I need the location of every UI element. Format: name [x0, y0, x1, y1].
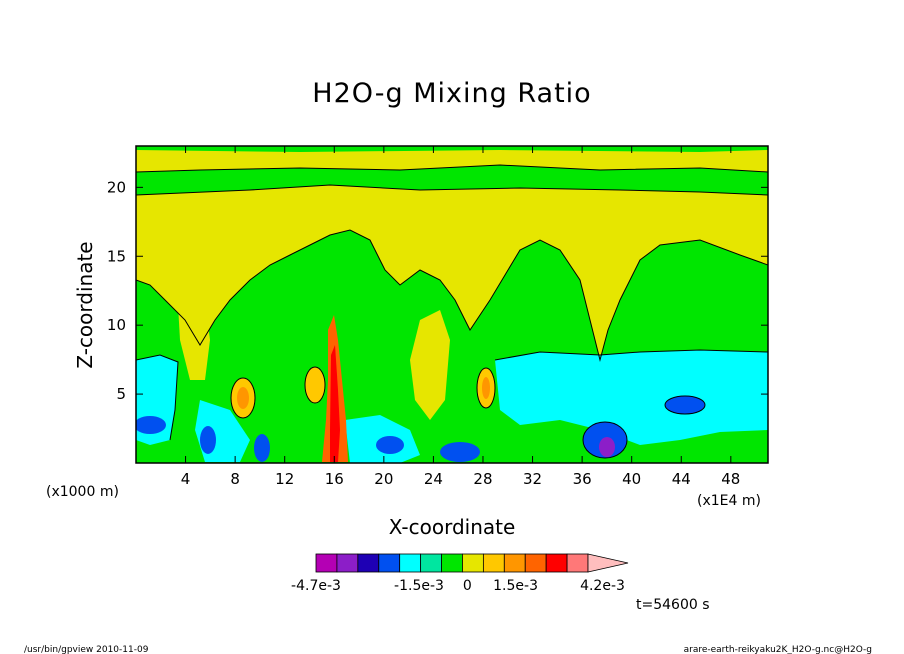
y-axis: 5 10 15 20	[107, 178, 768, 403]
contour-lines	[136, 164, 768, 459]
colorbar-extend-triangle	[587, 553, 629, 573]
field-region-top-yellow	[136, 150, 768, 172]
field-region-updraft-core	[330, 345, 340, 462]
colorbar-swatch	[441, 553, 463, 573]
colorbar-swatch	[378, 553, 401, 573]
y-axis-label: Z-coordinate	[73, 241, 97, 368]
field-region-yellow-column-left	[176, 265, 210, 380]
colorbar-swatch	[315, 553, 338, 573]
field-region-blue-3	[254, 434, 270, 462]
colorbar	[315, 553, 629, 573]
y-tick-label: 10	[107, 316, 126, 334]
chart-title: H2O-g Mixing Ratio	[312, 78, 591, 109]
x-tick-label: 16	[325, 470, 344, 488]
colorbar-swatch	[566, 553, 589, 573]
x-axis-label: X-coordinate	[389, 515, 516, 539]
field-region-blue-1	[136, 416, 166, 434]
colorbar-swatch	[399, 553, 422, 573]
colorbar-swatch	[357, 553, 380, 573]
x-tick-label: 24	[424, 470, 443, 488]
field-region-blue-4	[376, 436, 404, 454]
x-tick-label: 40	[622, 470, 641, 488]
x-tick-label: 8	[230, 470, 240, 488]
colorbar-tick-label: 1.5e-3	[493, 578, 538, 594]
x-axis: 4 8 12 16 20 24 28 32 36 40 44 48	[181, 146, 740, 488]
x-tick-label: 20	[374, 470, 393, 488]
colorbar-swatch	[482, 553, 505, 573]
colorbar-swatch	[420, 553, 442, 573]
colorbar-tick-label: 4.2e-3	[580, 578, 625, 594]
field-region-yellow-column-mid	[410, 310, 450, 420]
colorbar-swatch	[524, 553, 547, 573]
field-region-purple-1	[599, 437, 615, 457]
plot-area	[136, 146, 768, 463]
x-tick-label: 4	[181, 470, 191, 488]
colorbar-tick-label: -1.5e-3	[394, 578, 444, 594]
field-region-cyan-right	[495, 350, 768, 445]
y-tick-label: 15	[107, 247, 126, 265]
field-region-blue-7	[440, 442, 480, 462]
colorbar-swatch	[503, 553, 526, 573]
x-scale-note: (x1E4 m)	[697, 493, 761, 509]
colorbar-swatch	[545, 553, 568, 573]
field-region-orange-2	[305, 367, 325, 403]
footer-left: /usr/bin/gpview 2010-11-09	[24, 645, 149, 654]
y-tick-label: 5	[116, 385, 126, 403]
x-tick-label: 32	[523, 470, 542, 488]
x-tick-label: 48	[721, 470, 740, 488]
colorbar-tick-label: 0	[463, 578, 472, 594]
field-region-orange-1-core	[237, 387, 249, 409]
field-region-orange-3-core	[482, 377, 490, 399]
x-tick-label: 12	[275, 470, 294, 488]
x-tick-label: 36	[573, 470, 592, 488]
x-unit-label: (x1000 m)	[46, 484, 119, 500]
field-region-blue-2	[200, 426, 216, 454]
x-tick-label: 44	[672, 470, 691, 488]
time-label: t=54600 s	[636, 597, 710, 613]
footer-right: arare-earth-reikyaku2K_H2O-g.nc@H2O-g	[684, 645, 872, 654]
plot-frame	[135, 145, 769, 464]
field-region-upper-yellow	[136, 185, 768, 360]
colorbar-ticks: -4.7e-3 -1.5e-3 0 1.5e-3 4.2e-3	[291, 578, 625, 594]
colorbar-swatch	[462, 553, 484, 573]
y-tick-label: 20	[107, 178, 126, 196]
colorbar-swatch	[336, 553, 359, 573]
colorbar-tick-label: -4.7e-3	[291, 578, 341, 594]
x-tick-label: 28	[473, 470, 492, 488]
field-region-blue-5	[665, 396, 705, 414]
